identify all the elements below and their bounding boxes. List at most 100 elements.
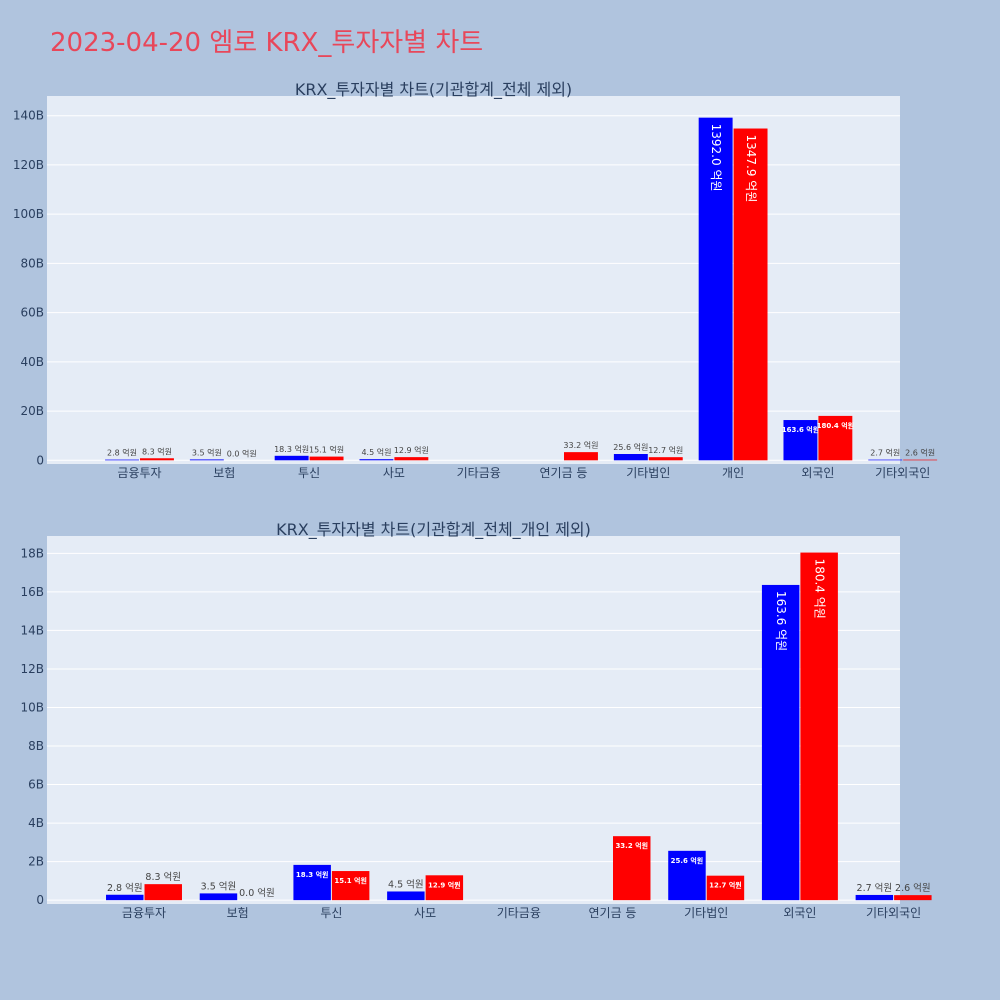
y-tick-label: 80B [20,256,44,270]
data-label: 163.6 억원 [774,591,788,651]
x-tick-label: 금융투자 [117,466,161,480]
data-label: 0.0 억원 [227,448,257,458]
y-tick-label: 20B [20,404,44,418]
x-tick-label: 보험 [213,466,235,480]
data-label: 163.6 억원 [782,425,819,434]
plot-area [47,96,900,464]
data-label: 1392.0 억원 [709,124,723,192]
bar [903,459,938,461]
data-label: 18.3 억원 [274,444,309,454]
data-label: 2.7 억원 [870,448,900,458]
data-label: 180.4 억원 [813,559,827,619]
data-label: 25.6 억원 [613,442,648,452]
plot-area [47,536,900,904]
data-label: 25.6 억원 [671,856,704,865]
bar [106,894,144,901]
data-label: 12.7 억원 [709,881,742,890]
y-tick-label: 0 [36,453,44,467]
bar [698,117,733,461]
data-label: 12.9 억원 [428,880,461,889]
x-tick-label: 연기금 등 [540,466,588,480]
data-label: 18.3 억원 [296,870,329,879]
data-label: 33.2 억원 [615,841,648,850]
bar [189,459,224,461]
bar [668,850,706,901]
bar [868,459,903,461]
data-label: 4.5 억원 [361,447,391,457]
chart-1: KRX_투자자별 차트(기관합계_전체 제외) 0 20B 40B 60B 80B 100B… [13,80,938,480]
data-label: 3.5 억원 [192,447,222,457]
bar [855,894,894,901]
data-label: 2.8 억원 [107,448,137,458]
x-tick-label: 외국인 [801,466,834,480]
x-tick-label: 금융투자 [122,906,166,920]
bar [613,836,651,901]
data-label: 180.4 억원 [817,421,854,430]
y-tick-label: 140B [13,109,44,123]
x-tick-label: 외국인 [783,906,816,920]
page-title: 2023-04-20 엠로 KRX_투자자별 차트 [50,28,484,58]
data-label: 15.1 억원 [334,876,367,885]
data-label: 8.3 억원 [142,446,172,456]
y-tick-label: 60B [20,306,44,320]
bar [359,459,394,461]
bar [394,457,429,461]
data-label: 3.5 억원 [201,880,237,892]
data-label: 2.6 억원 [905,448,935,458]
y-tick-label: 14B [20,623,44,637]
bar [894,895,932,901]
data-label: 4.5 억원 [388,878,424,890]
bar [783,420,818,461]
chart-title: KRX_투자자별 차트(기관합계_전체_개인 제외) [276,520,591,540]
bar [818,415,853,461]
bar [293,864,331,901]
y-tick-label: 6B [28,778,44,792]
x-tick-label: 투신 [298,466,320,480]
bar [144,884,182,901]
x-tick-label: 개인 [722,466,744,480]
bar [706,875,745,901]
data-label: 2.8 억원 [107,882,143,894]
y-tick-label: 100B [13,207,44,221]
x-tick-label: 사모 [383,466,405,480]
x-tick-label: 기타외국인 [875,466,930,480]
data-label: 8.3 억원 [145,871,181,883]
y-tick-label: 16B [20,585,44,599]
y-tick-label: 2B [28,855,44,869]
bar [331,871,370,901]
chart-title: KRX_투자자별 차트(기관합계_전체 제외) [295,80,572,100]
x-tick-label: 기타법인 [684,906,728,920]
data-label: 1347.9 억원 [744,135,758,203]
data-label: 2.7 억원 [857,882,893,894]
x-tick-label: 사모 [414,906,436,920]
bar [387,891,425,901]
data-label: 2.6 억원 [895,882,931,894]
bar [648,457,683,461]
y-tick-label: 40B [20,355,44,369]
data-label: 12.9 억원 [394,445,429,455]
bar [140,458,174,461]
bar [800,552,838,901]
y-tick-label: 4B [28,816,44,830]
y-tick-label: 10B [20,700,44,714]
bar [425,875,464,901]
y-tick-label: 8B [28,739,44,753]
data-label: 0.0 억원 [239,887,275,899]
y-tick-label: 0 [36,893,44,907]
bar [761,584,800,901]
y-tick-label: 18B [20,546,44,560]
x-tick-label: 기타금융 [457,466,501,480]
x-tick-label: 투신 [320,906,342,920]
data-label: 33.2 억원 [563,440,598,450]
x-tick-label: 기타외국인 [866,906,921,920]
data-label: 15.1 억원 [309,445,344,455]
y-tick-label: 120B [13,158,44,172]
y-tick-label: 12B [20,662,44,676]
bar [564,452,598,461]
bar [733,128,768,461]
bar [613,454,648,461]
data-label: 12.7 억원 [648,445,683,455]
x-tick-label: 기타금융 [497,906,541,920]
x-tick-label: 보험 [227,906,249,920]
